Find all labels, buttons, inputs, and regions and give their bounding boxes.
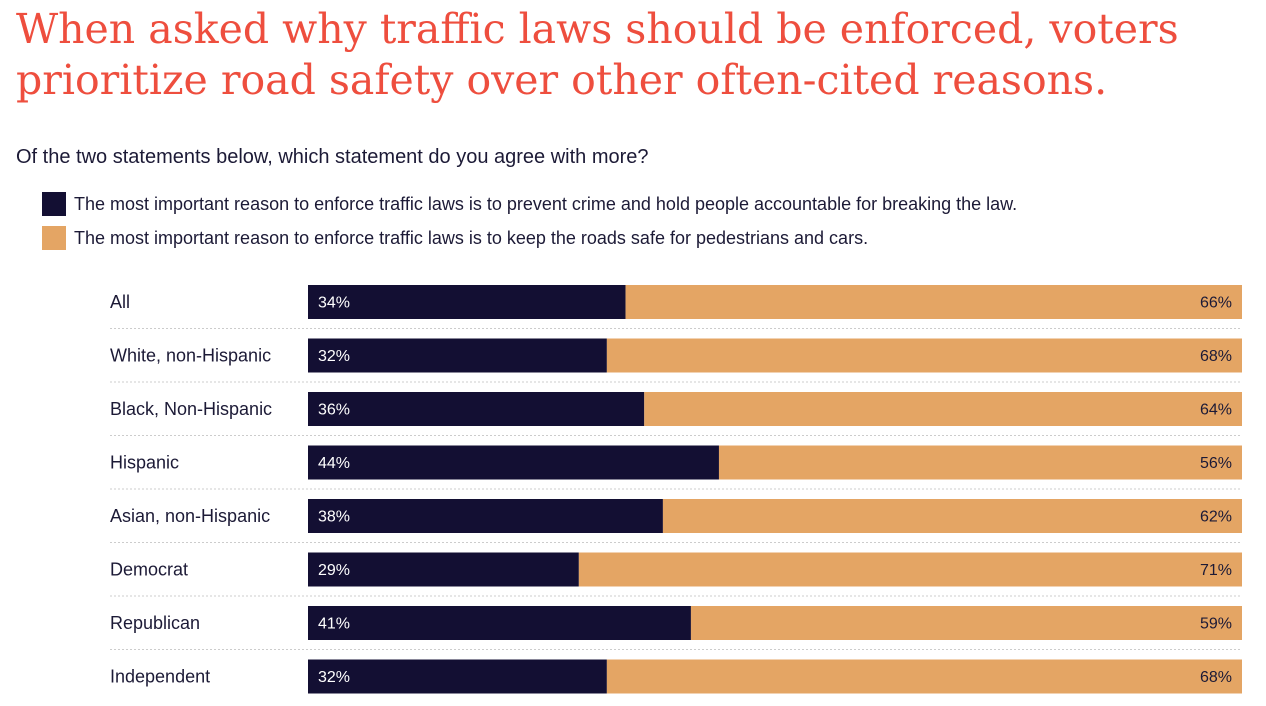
- legend: The most important reason to enforce tra…: [42, 192, 1017, 260]
- value-label-safety-democrat: 71%: [1200, 562, 1232, 579]
- category-label-republican: Republican: [110, 613, 200, 633]
- legend-item-crime: The most important reason to enforce tra…: [42, 192, 1017, 216]
- category-label-white-non-hispanic: White, non-Hispanic: [110, 346, 271, 366]
- bar-safety-all: [625, 285, 1242, 319]
- value-label-safety-republican: 59%: [1200, 616, 1232, 633]
- bar-safety-asian-non-hispanic: [662, 499, 1242, 533]
- value-label-safety-asian-non-hispanic: 62%: [1200, 509, 1232, 526]
- bar-safety-hispanic: [718, 445, 1242, 480]
- value-label-safety-white-non-hispanic: 68%: [1200, 348, 1232, 365]
- legend-label-safety: The most important reason to enforce tra…: [74, 227, 869, 248]
- value-label-safety-all: 66%: [1200, 295, 1232, 312]
- category-label-black-non-hispanic: Black, Non-Hispanic: [110, 399, 272, 419]
- value-label-crime-white-non-hispanic: 32%: [318, 348, 350, 365]
- value-label-crime-independent: 32%: [318, 669, 350, 686]
- bar-crime-hispanic: [308, 445, 719, 480]
- value-label-safety-independent: 68%: [1200, 669, 1232, 686]
- chart-title: When asked why traffic laws should be en…: [16, 5, 1179, 104]
- value-label-crime-all: 34%: [318, 295, 350, 312]
- value-label-crime-asian-non-hispanic: 38%: [318, 509, 350, 526]
- bar-safety-republican: [690, 606, 1242, 640]
- chart-subtitle: Of the two statements below, which state…: [16, 146, 649, 168]
- bar-crime-asian-non-hispanic: [308, 499, 663, 533]
- value-label-crime-democrat: 29%: [318, 562, 350, 579]
- bar-crime-black-non-hispanic: [308, 392, 645, 426]
- category-label-asian-non-hispanic: Asian, non-Hispanic: [110, 506, 270, 526]
- legend-label-crime: The most important reason to enforce tra…: [74, 193, 1018, 214]
- bar-crime-all: [308, 285, 626, 319]
- legend-swatch-light: [42, 226, 66, 250]
- bar-safety-white-non-hispanic: [606, 338, 1242, 373]
- value-label-crime-republican: 41%: [318, 616, 350, 633]
- legend-swatch-dark: [42, 192, 66, 216]
- category-label-all: All: [110, 292, 130, 312]
- bar-safety-independent: [606, 659, 1242, 694]
- value-label-safety-hispanic: 56%: [1200, 455, 1232, 472]
- value-label-crime-hispanic: 44%: [318, 455, 350, 472]
- stacked-bar-chart: All 34% 66% White, non-Hispanic 32% 68% Black,…: [110, 285, 1242, 694]
- bar-safety-democrat: [578, 552, 1242, 587]
- bar-crime-republican: [308, 606, 691, 640]
- category-label-democrat: Democrat: [110, 560, 188, 580]
- bar-safety-black-non-hispanic: [644, 392, 1242, 426]
- legend-item-safety: The most important reason to enforce tra…: [42, 226, 1017, 250]
- bar-crime-independent: [308, 659, 607, 694]
- value-label-crime-black-non-hispanic: 36%: [318, 402, 350, 419]
- category-label-independent: Independent: [110, 667, 210, 687]
- category-label-hispanic: Hispanic: [110, 453, 179, 473]
- bar-crime-democrat: [308, 552, 579, 587]
- value-label-safety-black-non-hispanic: 64%: [1200, 402, 1232, 419]
- bar-crime-white-non-hispanic: [308, 338, 607, 373]
